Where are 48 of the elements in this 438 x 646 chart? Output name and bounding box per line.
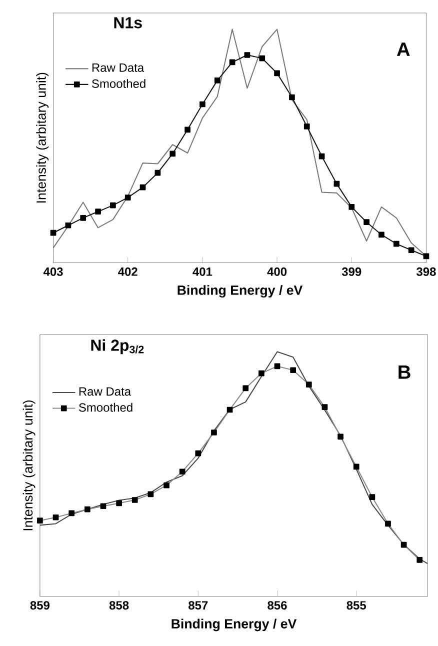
x-axis-title: Binding Energy / eV xyxy=(178,285,302,298)
point xyxy=(334,180,340,187)
point xyxy=(140,184,146,190)
point xyxy=(80,214,86,221)
y-axis-title: Intensity (arbitary unit) xyxy=(36,72,48,203)
point xyxy=(95,208,101,215)
point xyxy=(214,78,220,84)
x-tick-label: 402 xyxy=(118,267,138,276)
chart-title: Ni 2p$_{3/2}$ xyxy=(91,339,144,354)
point xyxy=(304,123,310,130)
legend-label: Smoothed xyxy=(92,79,146,88)
point xyxy=(259,55,265,62)
x-tick-label: 858 xyxy=(109,601,129,610)
x-tick-label: 400 xyxy=(267,267,286,276)
point xyxy=(364,219,370,226)
point xyxy=(288,94,295,100)
point xyxy=(170,150,176,157)
x-tick-label: 855 xyxy=(346,601,366,610)
point xyxy=(154,170,161,176)
x-axis-title: Binding Energy / eV xyxy=(172,618,296,632)
point xyxy=(110,202,116,208)
x-tick-label: 857 xyxy=(188,601,208,610)
legend-label: Raw Data xyxy=(92,64,144,72)
point xyxy=(274,70,280,76)
legend-label: Smoothed xyxy=(78,402,132,412)
point xyxy=(393,240,400,247)
point xyxy=(378,232,384,238)
point xyxy=(408,247,414,254)
x-tick-label: 401 xyxy=(192,267,212,276)
x-tick-label: 856 xyxy=(268,601,287,610)
annotation: A xyxy=(396,42,410,56)
x-tick-label: 403 xyxy=(43,267,63,276)
point xyxy=(50,230,56,236)
x-tick-label: 859 xyxy=(30,601,50,610)
point xyxy=(229,59,236,66)
y-axis-title: Intensity (arbitary unit) xyxy=(22,400,36,530)
point xyxy=(318,153,325,160)
point xyxy=(348,204,354,210)
legend-label: Raw Data xyxy=(79,387,131,396)
point xyxy=(199,101,206,108)
annotation: B xyxy=(398,366,410,379)
point xyxy=(65,222,72,228)
point xyxy=(124,194,131,201)
x-tick-label: 399 xyxy=(342,267,362,276)
point xyxy=(184,126,190,133)
x-tick-label: 398 xyxy=(416,267,436,276)
chart-title: N1s xyxy=(114,17,142,28)
point xyxy=(244,52,250,58)
